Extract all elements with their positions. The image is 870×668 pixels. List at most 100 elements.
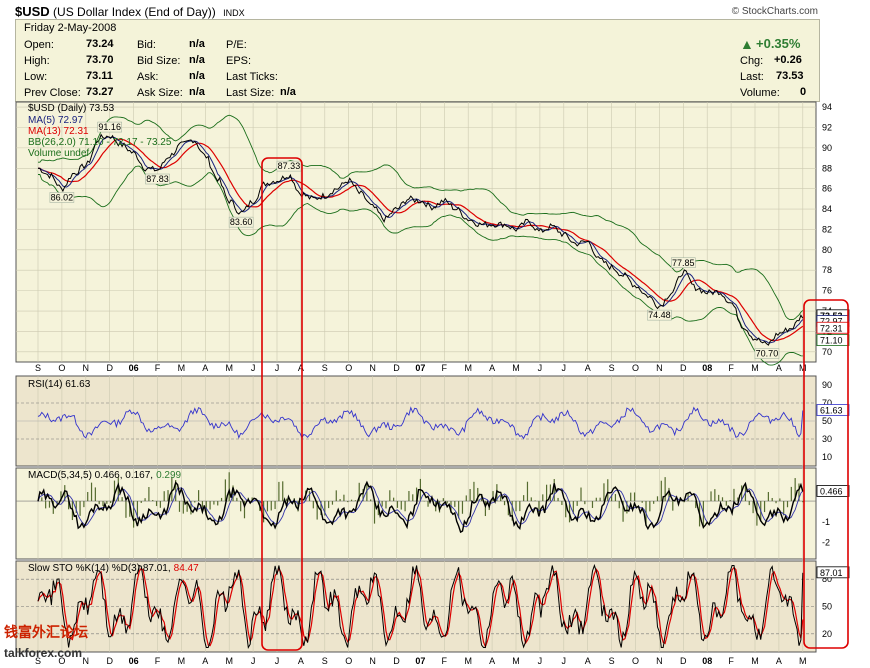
quote-panel: Friday 2-May-2008 Open: 73.24 High: 73.7… [15, 19, 820, 102]
last-value-label: 72.31 [820, 323, 843, 333]
grid-lines [16, 102, 816, 652]
annotation-box [49, 192, 75, 203]
sto-k-line [37, 563, 804, 650]
x-tick-label: O [632, 656, 639, 666]
annotation-box [276, 160, 302, 172]
last-label: Last: [740, 71, 764, 83]
chart-legend: $USD (Daily) 73.53 MA(5) 72.97 MA(13) 72… [28, 103, 199, 574]
exchange: INDX [223, 8, 245, 18]
rsi-last-label: 61.63 [820, 406, 843, 416]
x-tick-label: F [155, 363, 161, 373]
annotation-box [228, 216, 254, 228]
annotation-box [671, 257, 696, 269]
ask-size-value: n/a [189, 86, 205, 98]
y-tick-label: 86 [822, 184, 832, 194]
annotation-label: 77.85 [672, 258, 695, 268]
x-tick-label: O [58, 656, 65, 666]
stockcharts-credit[interactable]: © StockCharts.com [731, 6, 818, 17]
macd-tick: -1 [822, 517, 830, 527]
x-tick-label: J [275, 363, 280, 373]
x-tick-label: D [680, 363, 687, 373]
annotation-label: 87.33 [278, 161, 301, 171]
x-tick-label: M [512, 363, 520, 373]
price-line [37, 133, 804, 346]
highlight-box-may-2008 [803, 299, 849, 649]
macd-last-box [816, 485, 850, 497]
x-tick-label: M [799, 363, 807, 373]
legend-macd: MACD(5,34,5) 0.466, 0.167, 0.299 [28, 470, 182, 481]
legend-rsi: RSI(14) 61.63 [28, 379, 91, 390]
x-tick-label: F [442, 363, 448, 373]
x-tick-label: A [776, 363, 782, 373]
legend-macd-hist: 0.299 [156, 470, 181, 481]
last-value-box [816, 321, 850, 334]
last-value-label: 71.10 [820, 336, 843, 346]
x-tick-label: S [609, 363, 615, 373]
x-tick-label: S [609, 656, 615, 666]
macd-tick: -2 [822, 537, 830, 547]
x-tick-label: A [776, 656, 782, 666]
legend-sto-d: 84.47 [174, 563, 199, 574]
last-size-value: n/a [280, 86, 296, 98]
x-tick-label: M [464, 363, 472, 373]
open-value: 73.24 [86, 38, 114, 50]
low-label: Low: [24, 71, 48, 83]
x-tick-label: A [585, 656, 591, 666]
rsi-tick: 90 [822, 380, 832, 390]
chart-title: $USD (US Dollar Index (End of Day)) INDX [15, 4, 245, 19]
last-size-label: Last Size: [226, 87, 275, 99]
y-tick-label: 70 [822, 347, 832, 357]
legend-ma5: MA(5) 72.97 [28, 115, 83, 126]
macd-line [37, 480, 804, 534]
x-tick-label: M [799, 656, 807, 666]
prev-close-label: Prev Close: [24, 87, 81, 99]
x-tick-label: M [464, 656, 472, 666]
x-tick-label: 08 [702, 363, 712, 373]
legend-ma13: MA(13) 72.31 [28, 126, 89, 137]
x-tick-label: M [751, 363, 759, 373]
y-tick-label: 94 [822, 102, 832, 112]
x-tick-label: 07 [415, 363, 425, 373]
y-tick-label: 76 [822, 286, 832, 296]
x-tick-label: N [656, 363, 663, 373]
x-tick-label: J [251, 656, 256, 666]
annotation-box [754, 348, 780, 359]
legend-volume: Volume undef [28, 148, 89, 159]
annotation-label: 70.70 [756, 349, 779, 359]
bid-value: n/a [189, 38, 205, 50]
x-tick-label: O [58, 363, 65, 373]
volume-value: 0 [800, 86, 807, 98]
quote-date: Friday 2-May-2008 [24, 22, 117, 34]
highlight-box-jun-jul-2006 [261, 157, 303, 651]
x-tick-label: A [489, 363, 495, 373]
axis-labels: S S O O N N D D 06 06 F F M M A A M M J J J J A A S S O O N N D D 07 07 F F… [35, 102, 850, 666]
watermark-cn: 钱富外汇论坛 [4, 625, 88, 641]
high-value: 73.70 [86, 54, 114, 66]
prev-close-value: 73.27 [86, 86, 114, 98]
x-tick-label: A [489, 656, 495, 666]
x-tick-label: O [632, 363, 639, 373]
annotation-box [97, 121, 122, 133]
x-tick-label: D [393, 363, 400, 373]
x-tick-label: F [728, 656, 734, 666]
x-tick-label: A [585, 363, 591, 373]
y-tick-label: 84 [822, 204, 832, 214]
x-tick-label: N [369, 363, 376, 373]
x-tick-label: S [322, 363, 328, 373]
symbol: $USD [15, 4, 50, 19]
description: (US Dollar Index (End of Day)) [53, 5, 216, 19]
x-tick-label: M [225, 363, 233, 373]
x-tick-label: O [345, 363, 352, 373]
x-tick-label: 06 [129, 656, 139, 666]
legend-macd-name: MACD(5,34,5) 0.466, 0.167, [28, 470, 153, 481]
chg-value: +0.26 [774, 54, 802, 66]
x-tick-label: J [538, 363, 543, 373]
x-tick-label: A [202, 656, 208, 666]
annotation-box [647, 309, 672, 321]
highlight-boxes [261, 157, 849, 651]
x-tick-label: J [251, 363, 256, 373]
bid-size-value: n/a [189, 54, 205, 66]
x-tick-label: N [656, 656, 663, 666]
sto-d-line [37, 566, 804, 649]
